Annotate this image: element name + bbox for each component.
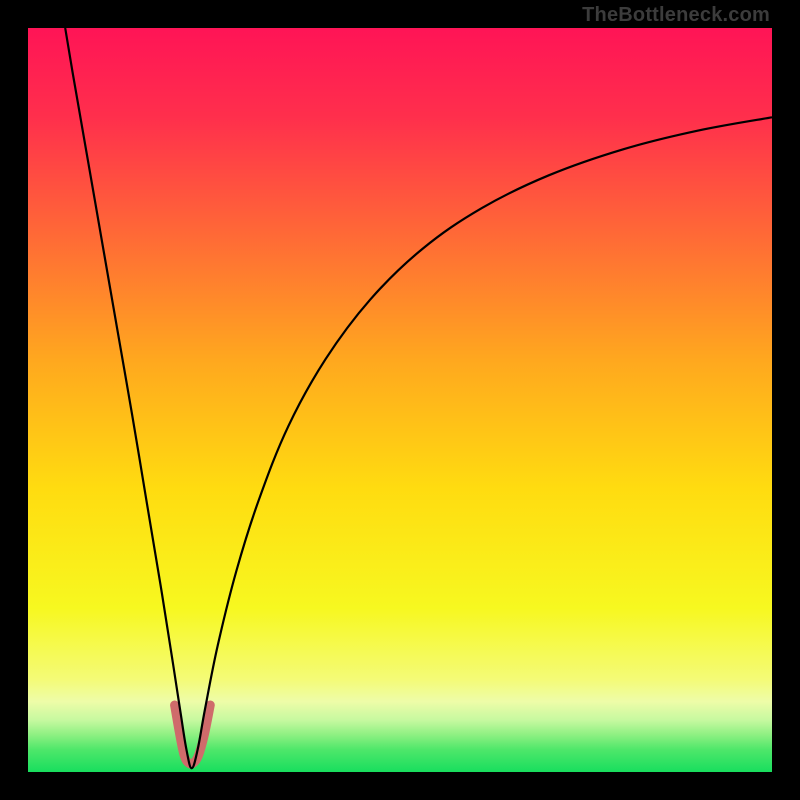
frame-bottom: [0, 772, 800, 800]
bottleneck-curve: [65, 28, 772, 768]
watermark-text: TheBottleneck.com: [582, 4, 770, 27]
curve-layer: [28, 28, 772, 772]
frame-right: [772, 0, 800, 800]
plot-area: [28, 28, 772, 772]
frame-left: [0, 0, 28, 800]
